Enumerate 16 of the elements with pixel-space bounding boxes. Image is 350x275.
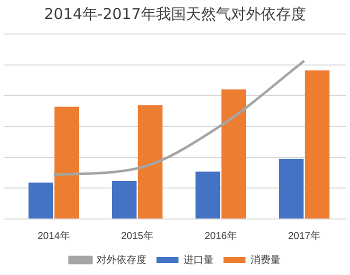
chart-title: 2014年-2017年我国天然气对外依存度 <box>44 4 306 23</box>
bar <box>196 172 220 218</box>
x-tick-label: 2015年 <box>121 230 154 242</box>
bar <box>138 105 162 218</box>
x-tick-label: 2016年 <box>204 230 237 242</box>
bar <box>221 89 246 218</box>
bar <box>112 181 137 218</box>
legend-label: 进口量 <box>184 254 214 266</box>
bar <box>54 106 79 218</box>
bar <box>28 182 54 218</box>
x-tick-label: 2017年 <box>288 230 320 242</box>
legend-label: 对外依存度 <box>96 254 146 266</box>
bar <box>279 158 304 218</box>
x-tick-label: 2014年 <box>38 230 70 242</box>
bar <box>304 70 330 218</box>
legend-label: 消费量 <box>250 254 280 266</box>
